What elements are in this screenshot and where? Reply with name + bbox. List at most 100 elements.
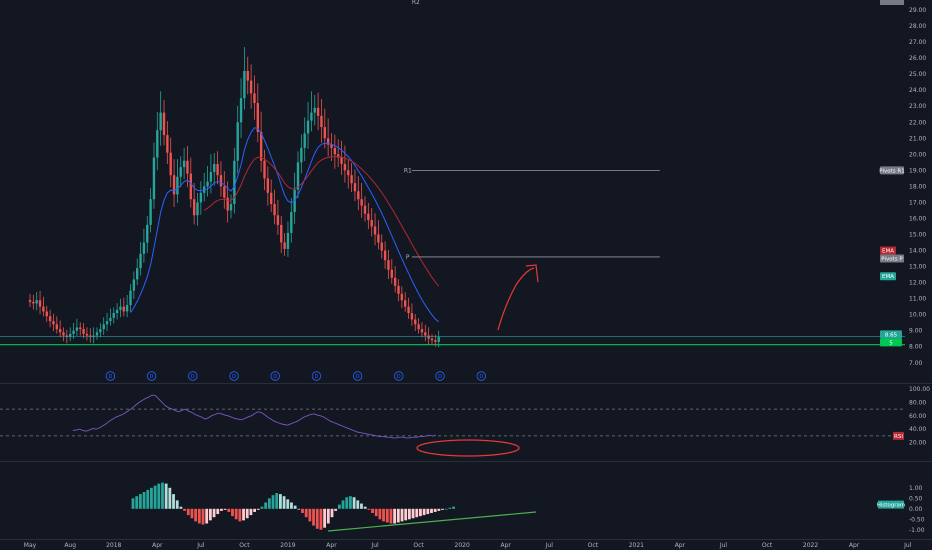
histogram-bar[interactable]: [260, 506, 264, 509]
histogram-bar[interactable]: [183, 508, 186, 511]
candle-body[interactable]: [115, 309, 119, 314]
candle-body[interactable]: [387, 260, 390, 270]
histogram-bar[interactable]: [142, 492, 146, 509]
candle-body[interactable]: [226, 197, 229, 211]
dividend-marker[interactable]: [311, 371, 322, 381]
candle-body[interactable]: [350, 175, 353, 184]
candle-body[interactable]: [420, 329, 424, 333]
dividend-marker[interactable]: [476, 371, 486, 381]
histogram-bar[interactable]: [205, 508, 209, 524]
candle-body[interactable]: [169, 152, 172, 176]
candle-body[interactable]: [383, 250, 387, 261]
candle-body[interactable]: [243, 70, 246, 99]
candle-body[interactable]: [236, 122, 239, 161]
candle-body[interactable]: [323, 127, 326, 139]
histogram-bar[interactable]: [349, 496, 352, 509]
histogram-bar[interactable]: [448, 507, 452, 509]
candle-body[interactable]: [219, 175, 223, 187]
histogram-bar[interactable]: [208, 508, 212, 521]
histogram-bar[interactable]: [374, 508, 378, 517]
histogram-pane[interactable]: [131, 482, 455, 530]
candle-body[interactable]: [263, 160, 266, 179]
candle-body[interactable]: [326, 138, 330, 145]
histogram-bar[interactable]: [290, 502, 293, 509]
histogram-bar[interactable]: [426, 508, 430, 515]
histogram-bar[interactable]: [253, 508, 257, 512]
dividend-marker[interactable]: [229, 371, 239, 381]
histogram-bar[interactable]: [194, 508, 198, 522]
candle-body[interactable]: [166, 135, 169, 153]
histogram-bar[interactable]: [389, 508, 393, 524]
histogram-bar[interactable]: [164, 483, 168, 509]
histogram-bar[interactable]: [385, 508, 389, 523]
dividend-marker[interactable]: [105, 371, 116, 381]
histogram-bar[interactable]: [138, 494, 142, 509]
histogram-bar[interactable]: [330, 508, 334, 518]
candle-body[interactable]: [417, 324, 420, 330]
rsi-pane[interactable]: [0, 394, 905, 439]
candle-body[interactable]: [380, 242, 383, 251]
histogram-bar[interactable]: [444, 508, 448, 510]
candle-body[interactable]: [337, 154, 340, 158]
histogram-bar[interactable]: [249, 508, 253, 516]
dividend-marker[interactable]: [394, 371, 404, 381]
histogram-bar[interactable]: [256, 508, 260, 510]
histogram-bar[interactable]: [452, 506, 455, 509]
histogram-bar[interactable]: [441, 508, 444, 510]
histogram-bar[interactable]: [437, 508, 441, 511]
histogram-bar[interactable]: [286, 499, 290, 509]
histogram-bar[interactable]: [293, 505, 297, 509]
histogram-bar[interactable]: [168, 487, 172, 509]
histogram-bar[interactable]: [415, 508, 419, 518]
dividend-marker[interactable]: [188, 371, 198, 381]
dividend-marker[interactable]: [270, 371, 280, 381]
histogram-bar[interactable]: [315, 508, 319, 529]
histogram-bar[interactable]: [227, 508, 231, 512]
candle-body[interactable]: [370, 220, 373, 227]
candle-body[interactable]: [213, 163, 216, 172]
candle-body[interactable]: [256, 103, 259, 132]
candle-body[interactable]: [363, 205, 367, 214]
histogram-bar[interactable]: [363, 506, 367, 509]
histogram-bar[interactable]: [282, 496, 286, 509]
histogram-bar[interactable]: [238, 508, 242, 522]
histogram-bar[interactable]: [352, 497, 356, 509]
candle-body[interactable]: [149, 199, 152, 225]
histogram-bar[interactable]: [231, 508, 234, 517]
histogram-bar[interactable]: [223, 508, 227, 510]
candle-body[interactable]: [129, 290, 132, 306]
candle-body[interactable]: [273, 204, 276, 216]
candle-body[interactable]: [192, 199, 196, 216]
candle-body[interactable]: [393, 277, 397, 286]
histogram-bar[interactable]: [326, 508, 330, 524]
candle-body[interactable]: [246, 70, 249, 81]
candle-body[interactable]: [343, 163, 347, 171]
histogram-bar[interactable]: [175, 500, 179, 509]
histogram-bar[interactable]: [396, 508, 400, 523]
candle-body[interactable]: [48, 316, 52, 322]
candle-body[interactable]: [330, 144, 333, 148]
candle-body[interactable]: [209, 171, 213, 182]
candle-body[interactable]: [69, 333, 72, 338]
candle-body[interactable]: [306, 120, 310, 134]
candle-body[interactable]: [397, 285, 400, 294]
candle-body[interactable]: [404, 300, 407, 307]
candle-body[interactable]: [427, 335, 430, 339]
candle-body[interactable]: [233, 160, 236, 205]
candle-body[interactable]: [152, 157, 156, 200]
candle-body[interactable]: [367, 213, 370, 221]
histogram-bar[interactable]: [422, 508, 426, 516]
candle-body[interactable]: [75, 327, 79, 331]
histogram-bar[interactable]: [308, 508, 312, 522]
candle-body[interactable]: [437, 337, 440, 342]
histogram-bar[interactable]: [371, 508, 374, 513]
candle-body[interactable]: [300, 147, 303, 163]
candle-body[interactable]: [119, 306, 122, 310]
candle-body[interactable]: [320, 115, 323, 128]
histogram-bar[interactable]: [356, 500, 360, 509]
histogram-bar[interactable]: [161, 482, 164, 509]
histogram-bar[interactable]: [301, 508, 304, 513]
histogram-bar[interactable]: [367, 508, 371, 510]
candle-body[interactable]: [109, 317, 112, 322]
histogram-bar[interactable]: [378, 508, 382, 520]
